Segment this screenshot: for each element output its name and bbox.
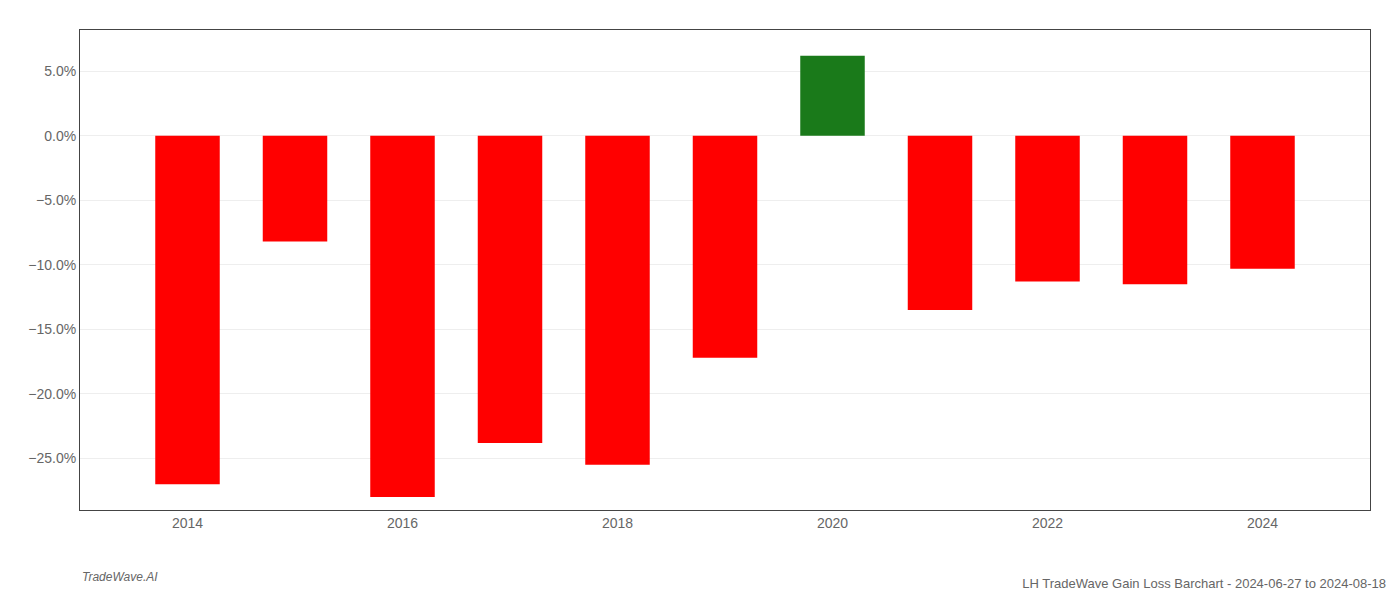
svg-text:TradeWave.AI: TradeWave.AI [82,570,158,584]
svg-text:5.0%: 5.0% [44,63,76,79]
svg-text:−25.0%: −25.0% [28,450,76,466]
svg-text:2016: 2016 [387,515,418,531]
svg-text:2022: 2022 [1032,515,1063,531]
svg-text:−15.0%: −15.0% [28,321,76,337]
svg-text:2014: 2014 [172,515,203,531]
svg-text:−20.0%: −20.0% [28,386,76,402]
svg-text:2024: 2024 [1247,515,1278,531]
svg-text:2018: 2018 [602,515,633,531]
svg-text:0.0%: 0.0% [44,128,76,144]
svg-text:−5.0%: −5.0% [36,192,76,208]
svg-text:−10.0%: −10.0% [28,257,76,273]
svg-text:2020: 2020 [817,515,848,531]
svg-text:LH TradeWave Gain Loss Barchar: LH TradeWave Gain Loss Barchart - 2024-0… [1022,576,1386,591]
